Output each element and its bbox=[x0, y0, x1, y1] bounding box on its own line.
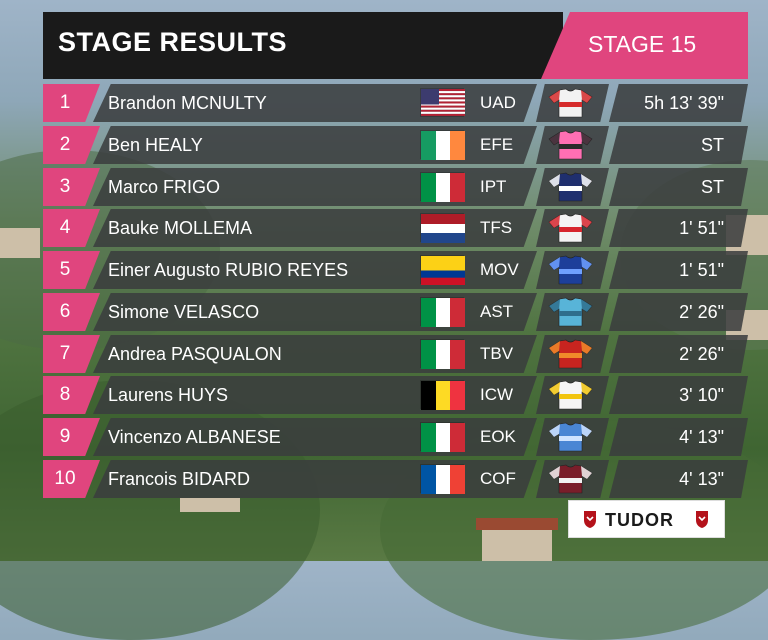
rider-name: Bauke MOLLEMA bbox=[108, 218, 253, 238]
table-row: 5 Einer Augusto RUBIO REYES MOV 1' 51" bbox=[43, 251, 748, 289]
time-bar bbox=[609, 293, 748, 331]
light-blue-jersey-icon bbox=[548, 297, 593, 327]
header-title-panel bbox=[43, 12, 563, 79]
finish-time: 3' 10" bbox=[679, 385, 724, 405]
table-row: 3 Marco FRIGO IPT ST bbox=[43, 168, 748, 206]
team-code: TFS bbox=[480, 218, 513, 237]
finish-time: 4' 13" bbox=[679, 427, 724, 447]
shield-left-icon bbox=[584, 511, 596, 528]
italy-flag-icon bbox=[420, 297, 465, 327]
finish-time: 1' 51" bbox=[679, 260, 724, 280]
blue-jersey-icon bbox=[548, 255, 593, 285]
time-bar bbox=[609, 126, 748, 164]
time-bar bbox=[609, 84, 748, 122]
white-red-black-jersey-icon bbox=[548, 213, 593, 243]
time-bar bbox=[609, 209, 748, 247]
usa-flag-icon bbox=[420, 88, 465, 117]
position-number: 8 bbox=[59, 384, 71, 405]
table-row: 6 Simone VELASCO AST 2' 26" bbox=[43, 293, 748, 331]
team-code: MOV bbox=[480, 260, 519, 279]
france-flag-icon bbox=[420, 464, 465, 494]
position-number: 7 bbox=[59, 343, 71, 364]
team-code: ICW bbox=[480, 385, 514, 404]
position-number: 5 bbox=[59, 259, 71, 280]
time-bar bbox=[609, 418, 748, 456]
position-badge: 5 bbox=[43, 251, 100, 289]
italy-flag-icon bbox=[420, 422, 465, 452]
position-number: 6 bbox=[59, 301, 71, 322]
finish-time: ST bbox=[700, 177, 724, 197]
table-row: 1 Brandon MCNULTY UAD 5h 13' 39" bbox=[43, 84, 748, 122]
finish-time: 2' 26" bbox=[679, 302, 724, 322]
table-row: 4 Bauke MOLLEMA TFS 1' 51" bbox=[43, 209, 748, 247]
position-number: 2 bbox=[59, 134, 71, 155]
time-bar bbox=[609, 376, 748, 414]
rider-name: Francois BIDARD bbox=[108, 469, 251, 489]
table-row: 7 Andrea PASQUALON TBV 2' 26" bbox=[43, 335, 748, 373]
italy-flag-icon bbox=[420, 172, 465, 202]
finish-time: 5h 13' 39" bbox=[644, 93, 724, 113]
italy-flag-icon bbox=[420, 339, 465, 369]
rider-name: Ben HEALY bbox=[108, 135, 203, 155]
team-code: IPT bbox=[480, 177, 507, 196]
time-bar bbox=[609, 335, 748, 373]
page-title: STAGE RESULTS bbox=[58, 27, 288, 57]
team-code: EFE bbox=[480, 135, 514, 154]
team-code: AST bbox=[480, 302, 514, 321]
belgium-flag-icon bbox=[420, 380, 465, 410]
position-number: 4 bbox=[59, 217, 71, 238]
rider-name: Simone VELASCO bbox=[108, 302, 260, 322]
sky-blue-jersey-icon bbox=[548, 422, 593, 452]
stage-label: STAGE 15 bbox=[588, 31, 697, 57]
rider-name: Vincenzo ALBANESE bbox=[108, 427, 281, 447]
finish-time: 2' 26" bbox=[679, 344, 724, 364]
table-row: 9 Vincenzo ALBANESE EOK 4' 13" bbox=[43, 418, 748, 456]
position-badge: 9 bbox=[43, 418, 100, 456]
rider-name: Laurens HUYS bbox=[108, 385, 229, 405]
team-code: EOK bbox=[480, 427, 516, 446]
table-row: 2 Ben HEALY EFE ST bbox=[43, 126, 748, 164]
rider-name: Andrea PASQUALON bbox=[108, 344, 282, 364]
rider-name: Brandon MCNULTY bbox=[108, 93, 267, 113]
maroon-white-jersey-icon bbox=[548, 464, 593, 494]
position-number: 1 bbox=[59, 92, 71, 113]
navy-white-jersey-icon bbox=[548, 172, 593, 202]
white-yellow-jersey-icon bbox=[548, 380, 593, 410]
shield-right-icon bbox=[696, 511, 708, 528]
team-code: UAD bbox=[480, 93, 516, 112]
table-row: 8 Laurens HUYS ICW 3' 10" bbox=[43, 376, 748, 414]
time-bar bbox=[609, 251, 748, 289]
netherlands-flag-icon bbox=[420, 213, 465, 243]
stage-badge: STAGE 15 bbox=[541, 12, 748, 79]
position-badge: 8 bbox=[43, 376, 100, 414]
position-number: 9 bbox=[59, 426, 71, 447]
team-code: COF bbox=[480, 469, 516, 488]
time-bar bbox=[609, 168, 748, 206]
sponsor-name: TUDOR bbox=[605, 510, 674, 530]
team-code: TBV bbox=[480, 344, 514, 363]
rider-name: Marco FRIGO bbox=[108, 177, 221, 197]
position-badge: 10 bbox=[43, 460, 100, 498]
finish-time: 4' 13" bbox=[679, 469, 724, 489]
position-badge: 7 bbox=[43, 335, 100, 373]
position-badge: 6 bbox=[43, 293, 100, 331]
position-number: 10 bbox=[54, 468, 76, 489]
colombia-flag-icon bbox=[420, 255, 465, 285]
rider-name: Einer Augusto RUBIO REYES bbox=[108, 260, 349, 280]
white-red-jersey-icon bbox=[548, 88, 593, 118]
table-row: 10 Francois BIDARD COF 4' 13" bbox=[43, 460, 748, 498]
position-badge: 1 bbox=[43, 84, 100, 122]
finish-time: ST bbox=[700, 135, 724, 155]
time-bar bbox=[609, 460, 748, 498]
ireland-flag-icon bbox=[420, 130, 465, 160]
red-orange-jersey-icon bbox=[548, 339, 593, 369]
position-badge: 4 bbox=[43, 209, 100, 247]
position-badge: 2 bbox=[43, 126, 100, 164]
position-number: 3 bbox=[59, 176, 71, 197]
sponsor-badge: TUDOR bbox=[568, 500, 725, 538]
finish-time: 1' 51" bbox=[679, 218, 724, 238]
pink-jersey-icon bbox=[548, 130, 593, 160]
position-badge: 3 bbox=[43, 168, 100, 206]
